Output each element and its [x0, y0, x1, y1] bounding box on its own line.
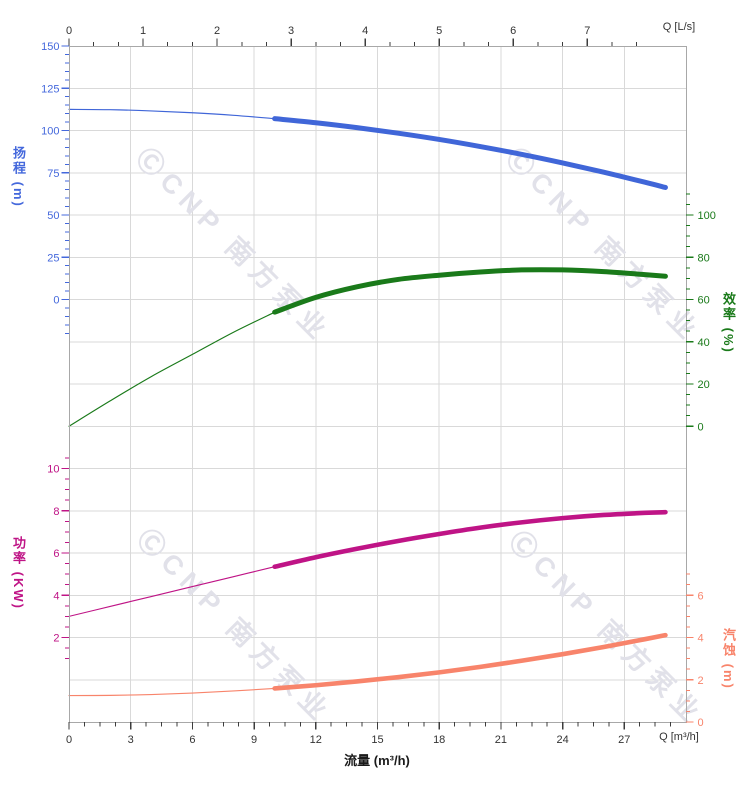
bottom-tick-label: 18 — [433, 734, 445, 746]
top-tick-label: 0 — [66, 25, 72, 37]
bottom-tick-label: 21 — [495, 734, 507, 746]
npsh-tick-label: 0 — [698, 717, 704, 729]
bottom-tick-label: 3 — [128, 734, 134, 746]
power-curve-thin — [68, 566, 276, 617]
efficiency-tick-label: 80 — [698, 252, 710, 264]
bottom-tick-label: 15 — [371, 734, 383, 746]
bottom-tick-label: 27 — [618, 734, 630, 746]
power-curve — [272, 509, 668, 570]
power-tick-label: 4 — [53, 590, 59, 602]
top-tick-label: 3 — [288, 25, 294, 37]
head-tick-label: 25 — [47, 252, 59, 264]
bottom-tick-label: 9 — [251, 734, 257, 746]
efficiency-tick-label: 0 — [698, 421, 704, 433]
npsh-curve — [272, 632, 668, 691]
power-tick-label: 8 — [53, 506, 59, 518]
bottom-tick-label: 24 — [556, 734, 568, 746]
bottom-axis-unit-label: Q [m³/h] — [659, 731, 699, 743]
efficiency-curve-thin — [68, 311, 276, 427]
efficiency-tick-label: 100 — [698, 210, 716, 222]
top-axis-unit-label: Q [L/s] — [662, 21, 696, 33]
power-axis-title: 功率 (KW) — [11, 536, 26, 610]
bottom-tick-label: 0 — [66, 734, 72, 746]
top-tick-label: 6 — [510, 25, 516, 37]
top-tick-label: 4 — [362, 25, 368, 37]
bottom-tick-label: 6 — [189, 734, 195, 746]
npsh-tick-label: 6 — [698, 590, 704, 602]
flow-axis-title: 流量 (m³/h) — [344, 753, 410, 768]
curves — [68, 108, 668, 697]
head-tick-label: 100 — [41, 126, 59, 138]
power-tick-label: 2 — [53, 633, 59, 645]
npsh-tick-label: 2 — [698, 675, 704, 687]
cnp-watermark: ⒸCNP 南方泵业 — [503, 525, 710, 732]
gridlines — [69, 46, 686, 722]
top-tick-label: 2 — [214, 25, 220, 37]
efficiency-curve — [272, 267, 668, 315]
head-curve — [272, 116, 668, 190]
top-tick-label: 7 — [584, 25, 590, 37]
head-tick-label: 0 — [53, 295, 59, 307]
tick-labels: 0 1 2 3 4 5 6 70 3 6 9 12 15 18 21 24 271501251007550250… — [41, 25, 716, 746]
cnp-watermark: ⒸCNP 南方泵业 — [131, 523, 338, 730]
npsh-axis-title: 汽蚀 (m) — [721, 628, 736, 690]
efficiency-tick-label: 40 — [698, 337, 710, 349]
head-tick-label: 150 — [41, 41, 59, 53]
power-tick-label: 6 — [53, 548, 59, 560]
head-tick-label: 50 — [47, 210, 59, 222]
bottom-tick-label: 12 — [310, 734, 322, 746]
head-tick-label: 75 — [47, 168, 59, 180]
efficiency-tick-label: 20 — [698, 379, 710, 391]
top-tick-label: 5 — [436, 25, 442, 37]
npsh-curve-thin — [68, 687, 276, 697]
top-tick-label: 1 — [140, 25, 146, 37]
efficiency-tick-label: 60 — [698, 295, 710, 307]
head-axis-title: 扬程 (m) — [11, 146, 26, 208]
head-curve-thin — [68, 108, 276, 120]
axis-ticks — [61, 38, 694, 730]
head-tick-label: 125 — [41, 83, 59, 95]
efficiency-axis-title: 效率 (%) — [721, 292, 736, 354]
power-tick-label: 10 — [47, 464, 59, 476]
npsh-tick-label: 4 — [698, 633, 704, 645]
